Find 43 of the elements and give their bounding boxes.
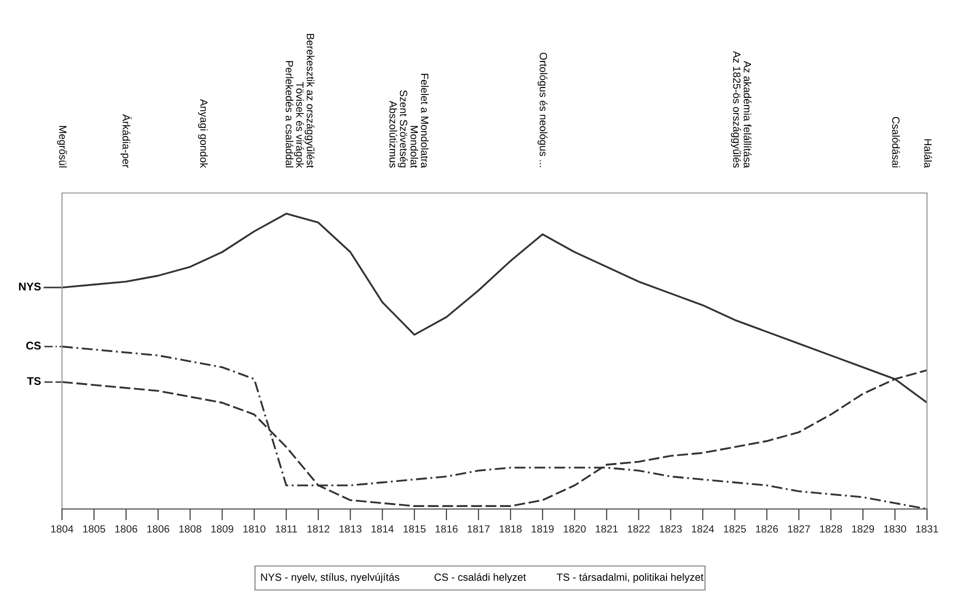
text: NYS - nyelv, stílus, nyelvújítás	[261, 573, 400, 583]
x-tick-label: 1820	[564, 525, 586, 533]
text: Az akadémia felállítása Az 1825-ös országgyűlés	[731, 51, 752, 168]
x-tick-label: 1828	[820, 525, 842, 533]
legend-label: CS	[26, 342, 41, 350]
x-tick-label: 1822	[628, 525, 650, 533]
legend-label: NYS	[19, 282, 41, 290]
text: Felelet a Mondolatra Mondolat Szent Szövetség Abszolútizmus	[389, 74, 429, 168]
x-tick-label: 1806	[115, 525, 138, 533]
text: Megrősül	[57, 126, 67, 168]
x-tick-label: 1819	[532, 525, 554, 533]
x-tick-label: 1809	[211, 525, 234, 533]
x-tick-label: 1824	[692, 525, 714, 533]
x-tick-label: 1818	[500, 525, 522, 533]
text: Berekesztik az országgyűlést Tövisek és virágok Perlekedés a családdal	[286, 34, 315, 168]
x-tick-label: 1830	[884, 525, 906, 533]
x-tick-label: 1827	[788, 525, 810, 533]
x-tick-label: 1804	[51, 525, 74, 533]
x-tick-label: 1831	[916, 525, 938, 533]
x-tick-label: 1811	[276, 525, 297, 533]
x-tick-label: 1805	[83, 525, 106, 533]
x-tick-label: 1808	[179, 525, 202, 533]
text: CS - családi helyzet	[434, 573, 526, 583]
x-tick-label: 1806	[147, 525, 170, 533]
text: Anyagi gondok	[198, 99, 208, 168]
x-tick-label: 1810	[243, 525, 266, 533]
x-tick-label: 1814	[372, 525, 394, 533]
x-tick-label: 1812	[308, 525, 330, 533]
legend-label: TS	[27, 377, 41, 385]
text: Árkádia-per	[120, 114, 132, 168]
x-tick-label: 1829	[852, 525, 874, 533]
x-tick-label: 1821	[596, 525, 618, 533]
x-tick-label: 1823	[660, 525, 682, 533]
text: TS - társadalmi, politikai helyzet	[556, 573, 704, 583]
x-tick-label: 1815	[404, 525, 426, 533]
x-tick-label: 1825	[724, 525, 746, 533]
x-tick-label: 1813	[340, 525, 362, 533]
x-tick-label: 1826	[756, 525, 778, 533]
text: Ortológus és neológus ...	[538, 52, 548, 168]
text: Halála	[924, 139, 932, 168]
text: Csalódásai	[892, 116, 900, 168]
x-tick-label: 1816	[436, 525, 458, 533]
x-tick-label: 1817	[468, 525, 490, 533]
